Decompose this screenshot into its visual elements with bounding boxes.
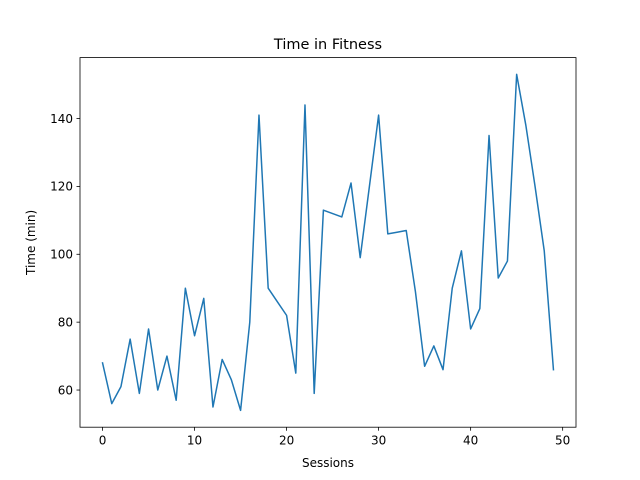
x-tick-label: 50 (555, 434, 570, 448)
y-tick-label: 100 (50, 248, 73, 262)
plot-area (101, 73, 555, 412)
y-tick-label: 60 (58, 383, 73, 397)
x-axis-label: Sessions (302, 456, 354, 470)
chart-title: Time in Fitness (273, 37, 382, 53)
y-tick-label: 120 (50, 180, 73, 194)
y-tick-label: 80 (58, 315, 73, 329)
x-axis: 0 10 20 30 40 50 (99, 427, 570, 448)
y-tick-label: 140 (50, 112, 73, 126)
y-axis-label: Time (min) (24, 210, 38, 276)
x-tick-label: 40 (463, 434, 478, 448)
series-line-0 (101, 73, 555, 412)
axes-frame (79, 57, 577, 428)
x-tick-label: 20 (279, 434, 294, 448)
x-tick-label: 10 (187, 434, 202, 448)
y-axis: 60 80 100 120 140 (50, 112, 80, 397)
x-tick-label: 30 (371, 434, 386, 448)
x-tick-label: 0 (99, 434, 107, 448)
